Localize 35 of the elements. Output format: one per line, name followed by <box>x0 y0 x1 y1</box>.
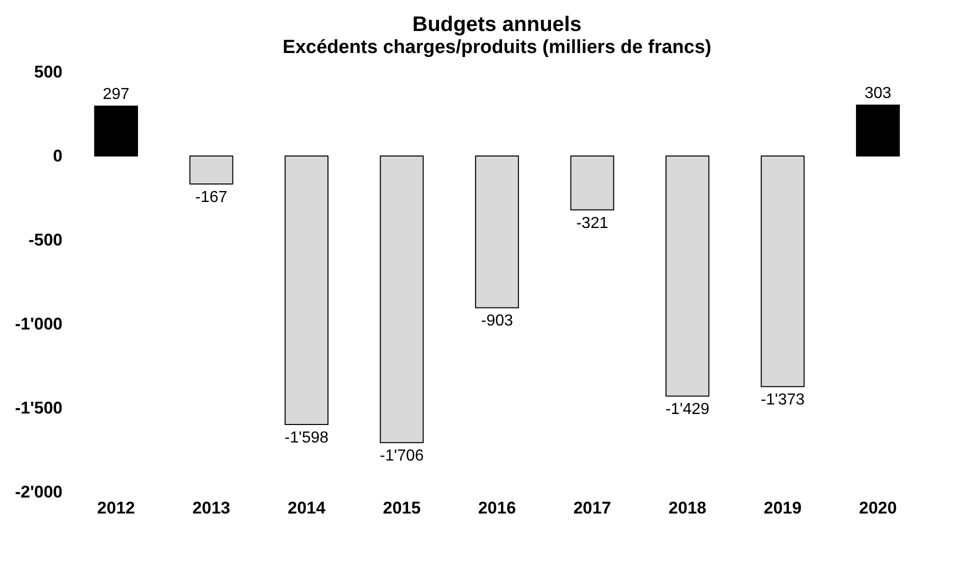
x-tick-label: 2013 <box>192 498 230 518</box>
bar <box>856 104 900 156</box>
bar <box>475 156 519 308</box>
data-label: 297 <box>102 86 130 104</box>
x-tick-label: 2016 <box>478 498 516 518</box>
bar <box>284 156 328 425</box>
bar <box>760 156 805 388</box>
x-tick-label: 2015 <box>382 498 421 518</box>
y-tick-label: -2'000 <box>14 482 62 502</box>
x-tick-label: 2017 <box>573 498 612 518</box>
data-label: -1'598 <box>284 429 329 446</box>
y-tick-label: 0 <box>53 146 62 166</box>
y-tick-label: -1'000 <box>14 314 62 334</box>
y-tick-label: -1'500 <box>14 398 62 418</box>
bar <box>189 156 234 185</box>
data-label: 303 <box>864 85 892 102</box>
x-tick-label: 2014 <box>288 498 326 518</box>
x-tick-label: 2018 <box>668 498 706 518</box>
data-label: -1'429 <box>665 401 710 418</box>
data-label: -1'706 <box>380 448 424 465</box>
bar <box>94 106 138 156</box>
bar <box>380 156 424 444</box>
x-tick-label: 2020 <box>858 498 897 518</box>
bar <box>666 156 710 397</box>
bar <box>570 156 614 210</box>
y-tick-label: -500 <box>28 230 62 250</box>
x-tick-label: 2019 <box>764 498 802 518</box>
data-label: -903 <box>480 312 514 330</box>
data-label: -321 <box>576 214 608 232</box>
x-tick-label: 2012 <box>97 498 136 518</box>
y-tick-label: 500 <box>34 62 62 82</box>
data-label: -1'373 <box>760 392 805 409</box>
data-label: -167 <box>195 189 228 206</box>
chart-subtitle: Excédents charges/produits (milliers de francs) <box>282 37 712 58</box>
chart-title: Budgets annuels <box>412 13 582 36</box>
